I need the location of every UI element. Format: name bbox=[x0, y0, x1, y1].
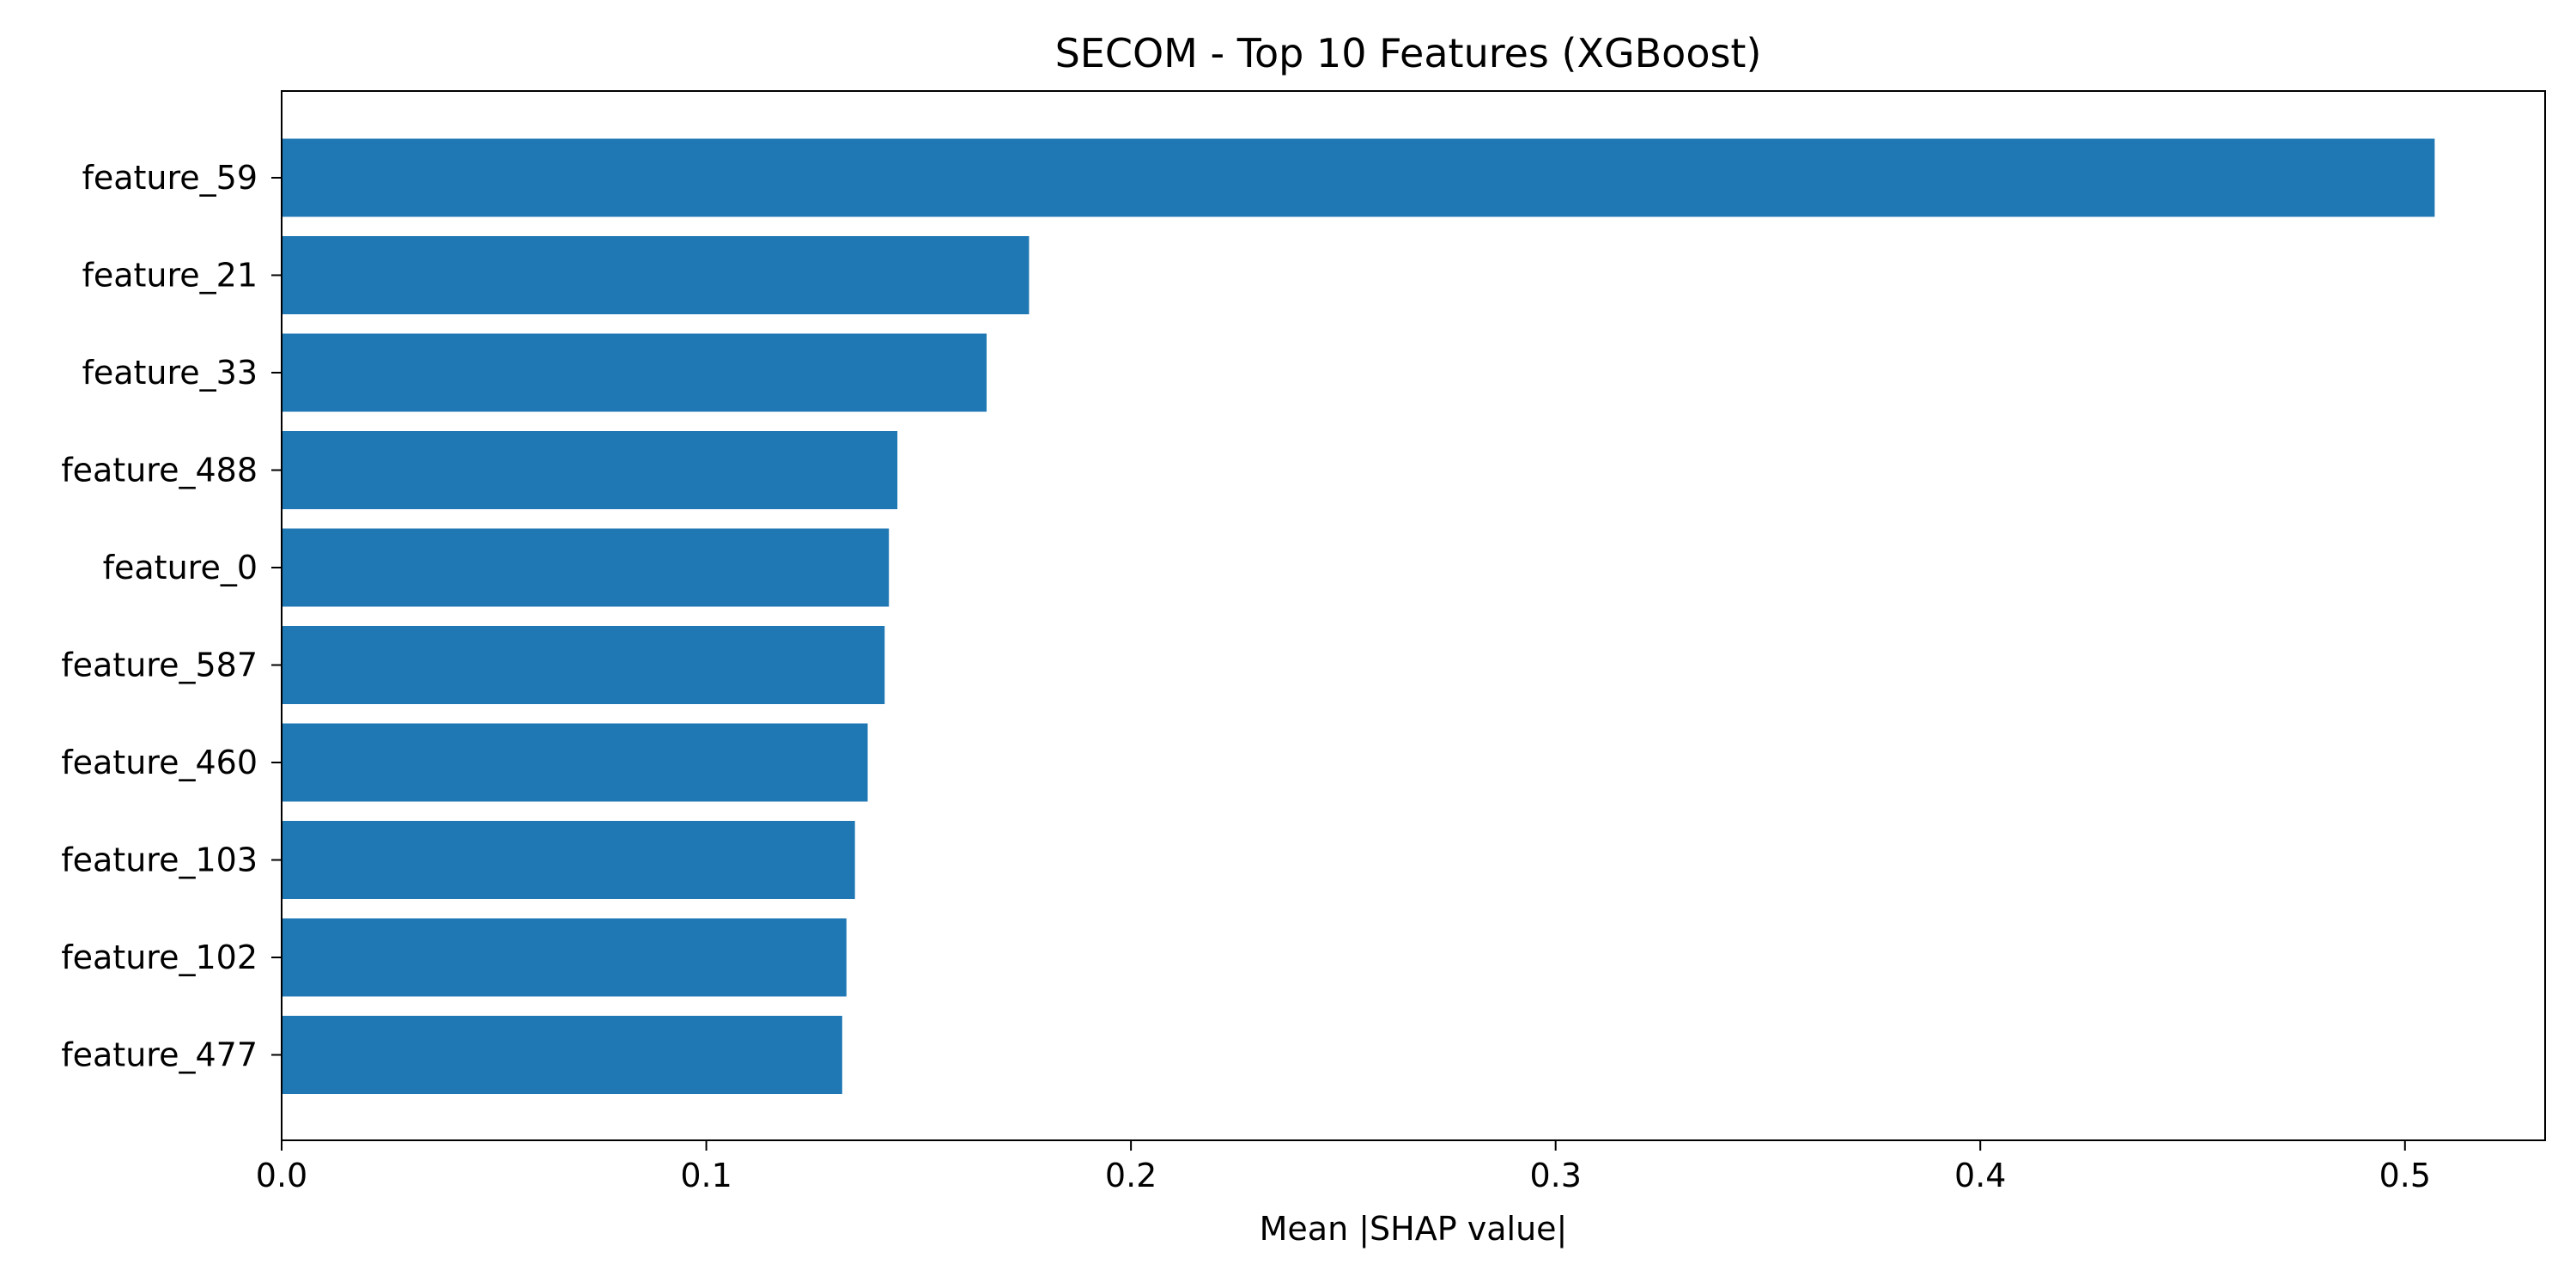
bar-feature_59 bbox=[282, 138, 2435, 217]
y-tick-label: feature_21 bbox=[82, 257, 258, 295]
y-tick-label: feature_59 bbox=[82, 159, 258, 197]
plot-frame bbox=[281, 90, 2546, 1141]
bar-feature_460 bbox=[282, 723, 868, 802]
bar-feature_103 bbox=[282, 821, 855, 899]
y-ticks: feature_59 feature_21 feature_33 feature_48… bbox=[61, 159, 282, 1074]
y-tick-label: feature_0 bbox=[103, 549, 258, 586]
x-tick-label: 0.1 bbox=[680, 1157, 732, 1194]
chart-title: SECOM - Top 10 Features (XGBoost) bbox=[1055, 30, 1762, 76]
bar-feature_21 bbox=[282, 236, 1030, 314]
y-tick-label: feature_460 bbox=[61, 744, 258, 781]
bar-feature_102 bbox=[282, 918, 847, 997]
x-tick-label: 0.0 bbox=[256, 1157, 307, 1194]
y-tick-label: feature_103 bbox=[61, 841, 258, 879]
bar-feature_33 bbox=[282, 333, 987, 412]
bar-feature_488 bbox=[282, 431, 898, 509]
y-tick-label: feature_477 bbox=[61, 1036, 258, 1074]
y-tick-label: feature_488 bbox=[61, 452, 258, 489]
x-tick-label: 0.4 bbox=[1954, 1157, 2006, 1194]
bar-feature_477 bbox=[282, 1016, 842, 1094]
x-tick-label: 0.5 bbox=[2379, 1157, 2431, 1194]
x-tick-label: 0.2 bbox=[1105, 1157, 1157, 1194]
x-tick-label: 0.3 bbox=[1529, 1157, 1581, 1194]
y-tick-label: feature_587 bbox=[61, 647, 258, 684]
y-tick-label: feature_33 bbox=[82, 354, 258, 392]
y-tick-label: feature_102 bbox=[61, 939, 258, 976]
x-axis-label: Mean |SHAP value| bbox=[1260, 1210, 1568, 1249]
bars-group bbox=[282, 138, 2435, 1094]
bar-feature_587 bbox=[282, 626, 885, 704]
bar-feature_0 bbox=[282, 528, 890, 607]
x-ticks: 0.0 0.1 0.2 0.3 0.4 0.5 bbox=[256, 1140, 2431, 1194]
